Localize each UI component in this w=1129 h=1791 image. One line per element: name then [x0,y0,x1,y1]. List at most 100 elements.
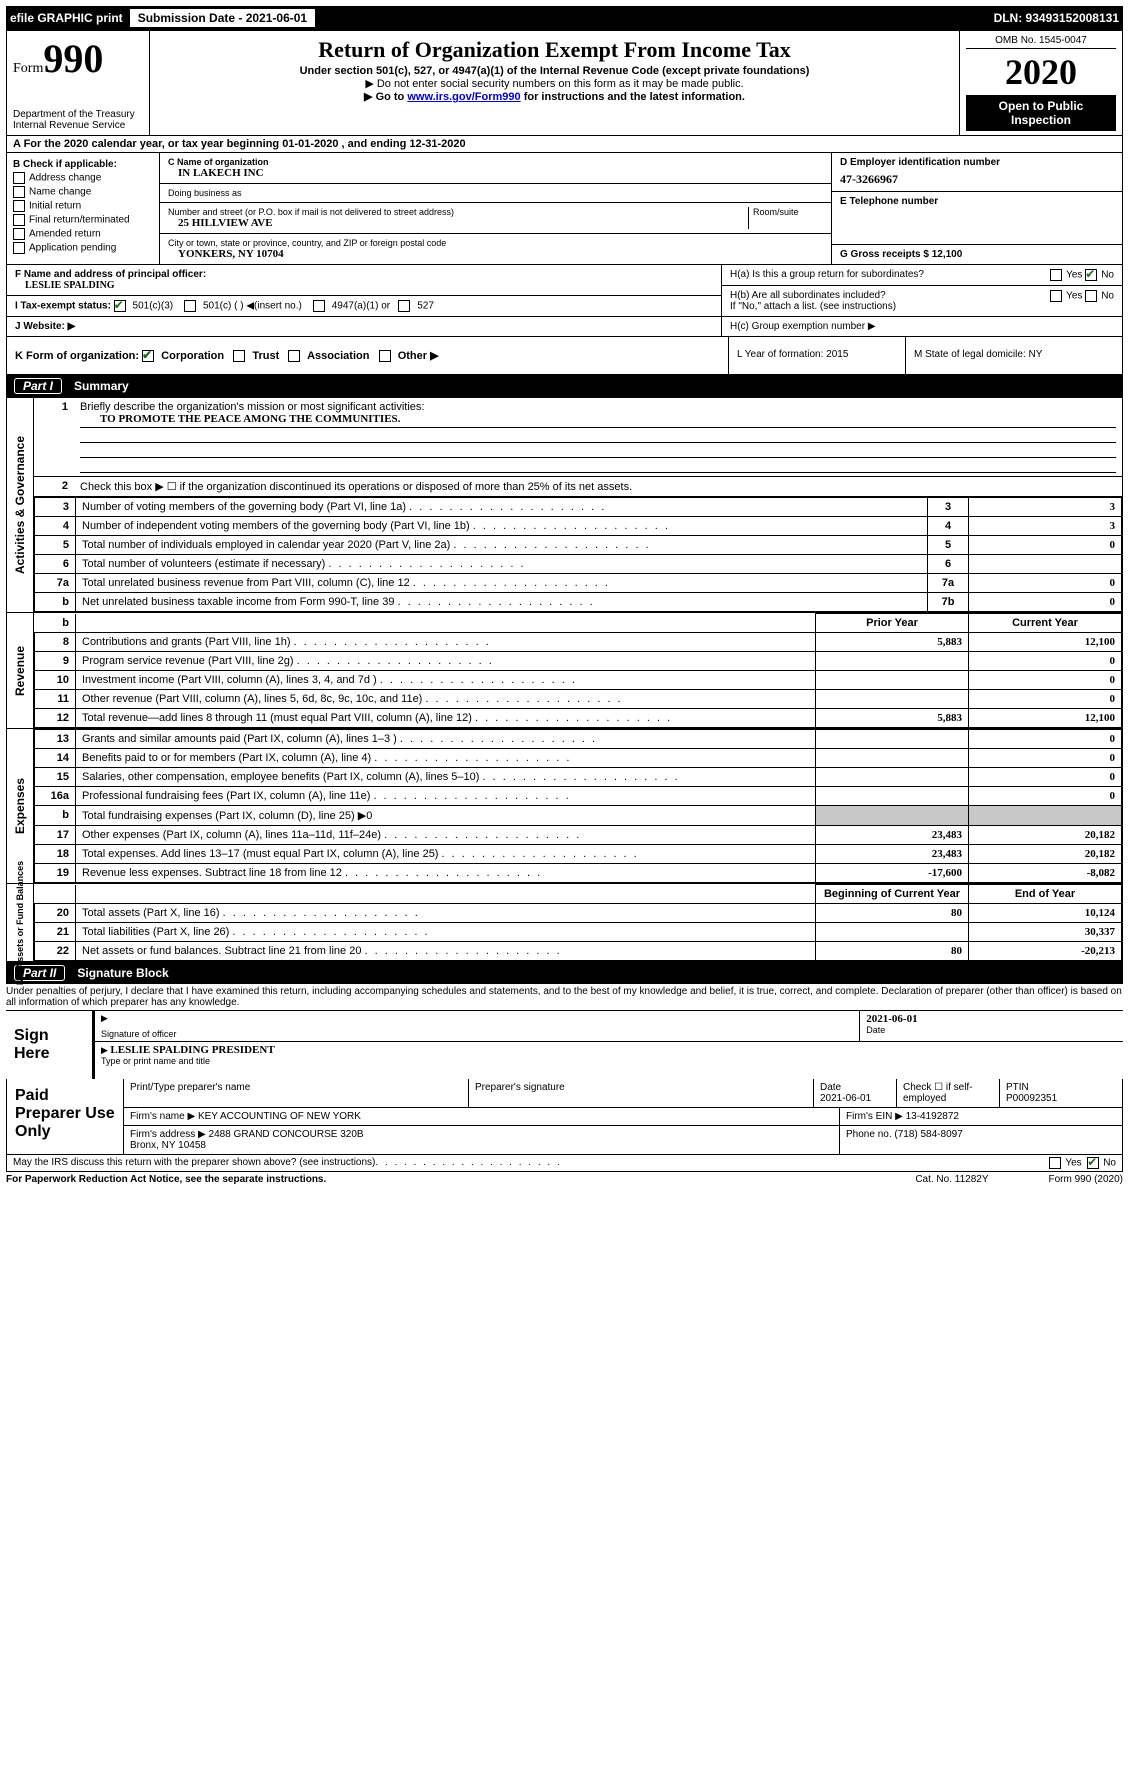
table-row-label: Benefits paid to or for members (Part IX… [76,749,816,768]
side-revenue: Revenue [13,646,27,696]
current-year-value: 0 [969,671,1122,690]
box-c-org-info: C Name of organization IN LAKECH INC Doi… [160,153,832,264]
prior-year-value [816,690,969,709]
part-2-header: Part II Signature Block [6,962,1123,984]
table-row-label: Professional fundraising fees (Part IX, … [76,787,816,806]
part-1-activities: Activities & Governance 1 Briefly descri… [6,397,1123,613]
current-year-value: 10,124 [969,904,1122,923]
table-row-label: Grants and similar amounts paid (Part IX… [76,730,816,749]
prior-year-value: -17,600 [816,864,969,883]
current-year-value: 20,182 [969,845,1122,864]
open-to-public: Open to Public Inspection [966,95,1116,131]
summary-row-value: 0 [969,593,1122,612]
officer-name: LESLIE SPALDING PRESIDENT [110,1044,274,1056]
summary-row-label: Number of independent voting members of … [76,517,928,536]
irs-link[interactable]: www.irs.gov/Form990 [407,91,520,103]
goto-note: ▶ Go to www.irs.gov/Form990 for instruct… [156,90,953,103]
table-row-label: Revenue less expenses. Subtract line 18 … [76,864,816,883]
summary-row-label: Total number of volunteers (estimate if … [76,555,928,574]
box-d-e-g: D Employer identification number 47-3266… [832,153,1122,264]
prior-year-value [816,806,969,826]
prior-year-value [816,671,969,690]
efile-label[interactable]: efile GRAPHIC print [10,11,123,25]
table-row-label: Contributions and grants (Part VIII, lin… [76,633,816,652]
current-year-value [969,806,1122,826]
prior-year-value [816,923,969,942]
form-subtitle: Under section 501(c), 527, or 4947(a)(1)… [156,65,953,77]
current-year-value: 0 [969,787,1122,806]
firm-phone: Phone no. (718) 584-8097 [840,1126,1122,1154]
prior-year-value [816,730,969,749]
omb-number: OMB No. 1545-0047 [966,35,1116,49]
table-row-label: Total expenses. Add lines 13–17 (must eq… [76,845,816,864]
summary-row-value: 0 [969,574,1122,593]
table-row-label: Program service revenue (Part VIII, line… [76,652,816,671]
ssn-note: ▶ Do not enter social security numbers o… [156,77,953,90]
cat-no: Cat. No. 11282Y [915,1174,988,1185]
current-year-value: 12,100 [969,709,1122,728]
table-row-label: Salaries, other compensation, employee b… [76,768,816,787]
prior-year-value: 80 [816,904,969,923]
summary-row-value [969,555,1122,574]
org-name: IN LAKECH INC [168,167,823,179]
form-990-logo: Form990 [13,35,143,82]
table-row-label: Total liabilities (Part X, line 26) [76,923,816,942]
sign-date: 2021-06-01 [866,1013,1117,1025]
side-activities: Activities & Governance [13,436,27,574]
part-1-net-assets: Net Assets or Fund Balances Beginning of… [6,884,1123,962]
tax-year: 2020 [966,49,1116,95]
current-year-value: 0 [969,730,1122,749]
current-year-value: 12,100 [969,633,1122,652]
ptin: P00092351 [1006,1093,1116,1104]
prior-year-value [816,768,969,787]
part-1-revenue: Revenue b Prior Year Current Year 8 Cont… [6,613,1123,729]
current-year-value: 20,182 [969,826,1122,845]
table-row-label: Other revenue (Part VIII, column (A), li… [76,690,816,709]
form-header: Form990 Department of the Treasury Inter… [6,30,1123,136]
sign-here-block: Sign Here ▶ Signature of officer 2021-06… [6,1010,1123,1079]
ein: 47-3266967 [840,168,1114,187]
firm-name: KEY ACCOUNTING OF NEW YORK [198,1111,361,1122]
org-city: YONKERS, NY 10704 [168,248,823,260]
org-address: 25 HILLVIEW AVE [168,217,748,229]
summary-row-value: 3 [969,498,1122,517]
section-k-l-m: K Form of organization: Corporation Trus… [6,337,1123,375]
paid-preparer-block: Paid Preparer Use Only Print/Type prepar… [6,1079,1123,1155]
tax-exempt-status-row: I Tax-exempt status: 501(c)(3) 501(c) ( … [7,296,721,317]
current-year-value: 0 [969,690,1122,709]
current-year-value: 30,337 [969,923,1122,942]
submission-date-box: Submission Date - 2021-06-01 [129,8,316,28]
part-1-expenses: Expenses 13 Grants and similar amounts p… [6,729,1123,884]
firm-ein: Firm's EIN ▶ 13-4192872 [840,1108,1122,1125]
mission-text: TO PROMOTE THE PEACE AMONG THE COMMUNITI… [80,413,1116,428]
form-ref: Form 990 (2020) [1049,1174,1123,1185]
checkbox-501c3[interactable] [114,300,126,312]
summary-row-label: Net unrelated business taxable income fr… [76,593,928,612]
current-year-value: 0 [969,652,1122,671]
current-year-value: 0 [969,768,1122,787]
prior-year-value: 5,883 [816,633,969,652]
discuss-row: May the IRS discuss this return with the… [6,1155,1123,1172]
gross-receipts: G Gross receipts $ 12,100 [840,249,1114,260]
dept-treasury: Department of the Treasury Internal Reve… [13,109,143,131]
side-expenses: Expenses [13,778,27,834]
box-b-check-applicable: B Check if applicable: Address change Na… [7,153,160,264]
summary-row-label: Number of voting members of the governin… [76,498,928,517]
footer-line: For Paperwork Reduction Act Notice, see … [6,1172,1123,1187]
table-row-label: Total fundraising expenses (Part IX, col… [76,806,816,826]
table-row-label: Total assets (Part X, line 16) [76,904,816,923]
prior-year-value [816,652,969,671]
prior-year-value: 80 [816,942,969,961]
group-return-row: H(a) Is this a group return for subordin… [722,265,1122,286]
current-year-value: 0 [969,749,1122,768]
current-year-value: -20,213 [969,942,1122,961]
prior-year-value: 23,483 [816,826,969,845]
summary-row-value: 3 [969,517,1122,536]
summary-row-label: Total number of individuals employed in … [76,536,928,555]
perjury-statement: Under penalties of perjury, I declare th… [6,984,1123,1010]
website-label: J Website: ▶ [15,321,75,332]
prior-year-value [816,787,969,806]
summary-row-value: 0 [969,536,1122,555]
summary-row-label: Total unrelated business revenue from Pa… [76,574,928,593]
prior-year-value: 5,883 [816,709,969,728]
